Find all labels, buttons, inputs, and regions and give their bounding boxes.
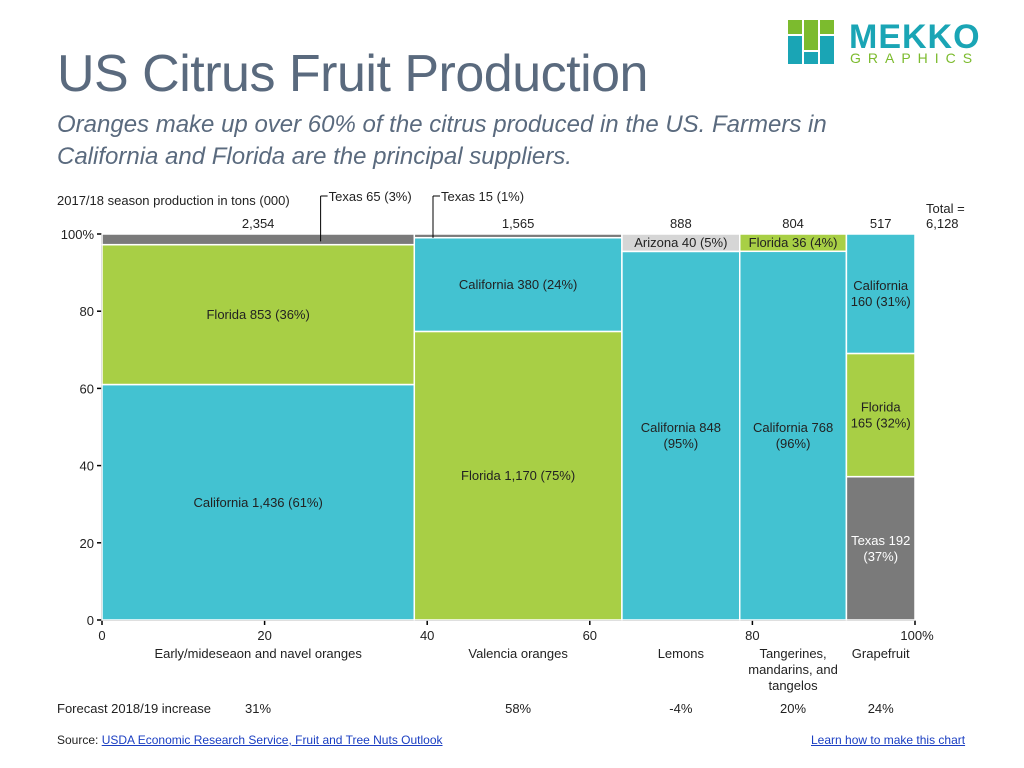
segment-texas xyxy=(845,475,916,621)
column-category-label: mandarins, and xyxy=(748,662,838,677)
segment-label: California 1,436 (61%) xyxy=(193,495,322,510)
column-total-label: 888 xyxy=(670,216,692,231)
total-label-line1: Total = xyxy=(926,201,965,216)
column-total-label: 517 xyxy=(870,216,892,231)
page-subtitle: Oranges make up over 60% of the citrus p… xyxy=(57,111,827,170)
logo-word: MEKKO xyxy=(849,18,981,56)
column-category-label: tangelos xyxy=(768,678,818,693)
x-tick-label: 100% xyxy=(900,628,934,643)
segment-label: 165 (32%) xyxy=(851,416,911,431)
y-tick-label: 100% xyxy=(61,227,95,242)
segment-label: California 768 xyxy=(753,420,833,435)
segment-label: California xyxy=(853,278,909,293)
segment-california xyxy=(101,383,416,621)
forecast-label: Forecast 2018/19 increase xyxy=(57,701,211,716)
x-tick-label: 20 xyxy=(257,628,271,643)
y-tick-label: 20 xyxy=(80,536,94,551)
segment-texas xyxy=(413,233,623,239)
segment-label: (37%) xyxy=(863,549,898,564)
x-tick-label: 0 xyxy=(98,628,105,643)
forecast-value: 24% xyxy=(868,701,894,716)
segment-label: California 380 (24%) xyxy=(459,277,578,292)
column-total-label: 804 xyxy=(782,216,804,231)
segment-label: Florida xyxy=(861,400,902,415)
column-category-label: Tangerines, xyxy=(759,646,826,661)
segment-label: Florida 1,170 (75%) xyxy=(461,468,575,483)
segment-california xyxy=(738,250,848,621)
column-category-label: Early/mideseaon and navel oranges xyxy=(154,646,362,661)
callout-label: Texas 65 (3%) xyxy=(329,189,412,204)
logo-squares-icon xyxy=(788,20,834,64)
segment-florida xyxy=(101,243,416,386)
column-total-label: 1,565 xyxy=(502,216,535,231)
segment-label: Texas 192 xyxy=(851,533,910,548)
x-tick-label: 80 xyxy=(745,628,759,643)
source-note: Source: USDA Economic Research Service, … xyxy=(57,733,443,747)
y-tick-label: 60 xyxy=(80,381,94,396)
source-link[interactable]: USDA Economic Research Service, Fruit an… xyxy=(101,733,443,747)
segment-label: Florida 36 (4%) xyxy=(749,235,838,250)
column-total-label: 2,354 xyxy=(242,216,275,231)
column-category-label: Grapefruit xyxy=(852,646,910,661)
forecast-value: -4% xyxy=(669,701,693,716)
segment-label: (96%) xyxy=(776,436,811,451)
segment-label: Arizona 40 (5%) xyxy=(634,235,727,250)
segment-california xyxy=(845,233,916,355)
total-label-line2: 6,128 xyxy=(926,216,959,231)
callout-label: Texas 15 (1%) xyxy=(441,189,524,204)
forecast-value: 58% xyxy=(505,701,531,716)
forecast-value: 20% xyxy=(780,701,806,716)
segment-label: (95%) xyxy=(663,436,698,451)
y-tick-label: 40 xyxy=(80,459,94,474)
column-category-label: Valencia oranges xyxy=(468,646,568,661)
x-tick-label: 40 xyxy=(420,628,434,643)
forecast-value: 31% xyxy=(245,701,271,716)
column-category-label: Lemons xyxy=(658,646,705,661)
segment-label: 160 (31%) xyxy=(851,294,911,309)
header-label: 2017/18 season production in tons (000) xyxy=(57,193,290,208)
page-title: US Citrus Fruit Production xyxy=(57,45,648,103)
learn-link[interactable]: Learn how to make this chart xyxy=(811,733,966,747)
segment-texas xyxy=(101,233,416,246)
y-tick-label: 80 xyxy=(80,304,94,319)
mekko-graphics-logo[interactable]: MEKKO GRAPHICS xyxy=(788,18,1003,66)
segment-label: California 848 xyxy=(641,420,721,435)
source-prefix: Source: xyxy=(57,733,102,747)
logo-subword: GRAPHICS xyxy=(850,50,980,66)
y-tick-label: 0 xyxy=(87,613,94,628)
segment-label: Florida 853 (36%) xyxy=(206,307,309,322)
segment-florida xyxy=(413,330,623,621)
x-tick-label: 60 xyxy=(583,628,597,643)
